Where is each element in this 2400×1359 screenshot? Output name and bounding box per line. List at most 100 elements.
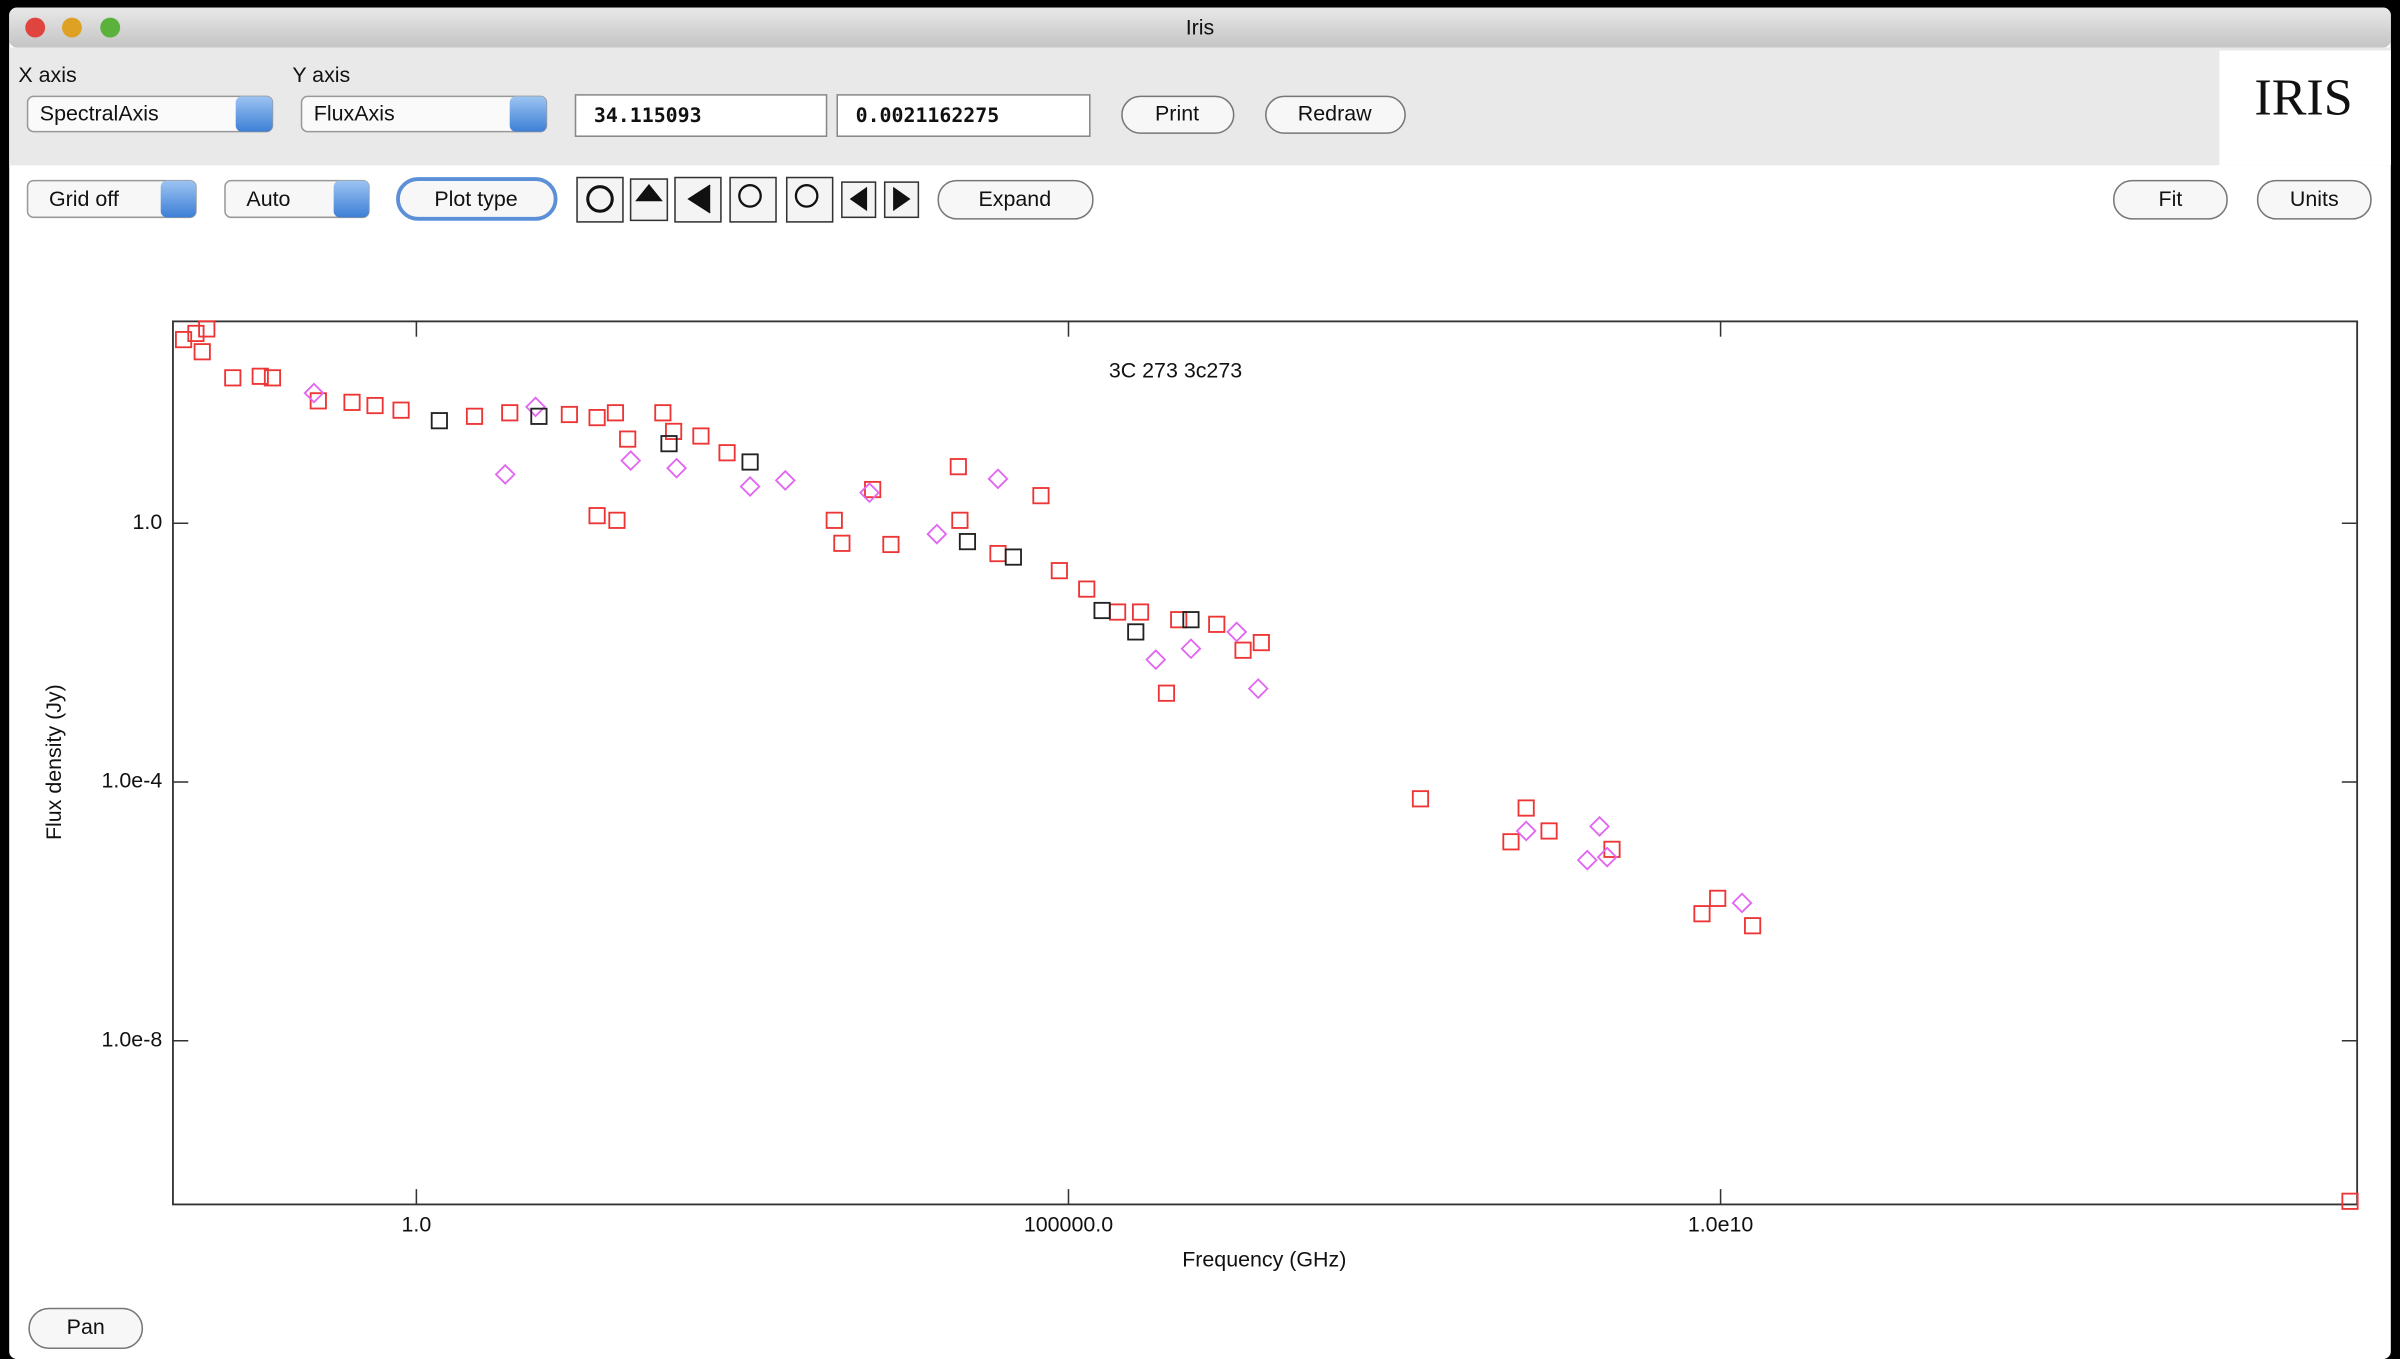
data-point — [193, 343, 211, 361]
data-point — [174, 331, 193, 349]
data-point — [1182, 611, 1200, 629]
y-tick-label: 1.0e-4 — [102, 769, 163, 793]
data-point — [926, 523, 948, 545]
x-coord-value: 34.115093 — [594, 104, 702, 127]
data-point — [1596, 846, 1618, 868]
zoom-button[interactable] — [100, 17, 121, 38]
data-point — [588, 507, 606, 525]
plot-type-button[interactable] — [396, 177, 558, 221]
logo: IRIS — [2254, 69, 2352, 126]
x-tick-label: 1.0 — [401, 1213, 431, 1237]
data-point — [1180, 638, 1202, 660]
data-point — [1540, 822, 1558, 840]
data-point — [530, 407, 548, 425]
reset-glyph — [586, 185, 614, 213]
data-point — [430, 412, 448, 430]
data-point — [692, 427, 710, 445]
data-point — [1145, 649, 1167, 671]
data-point — [303, 382, 325, 404]
data-point — [1576, 849, 1598, 871]
data-point — [1517, 799, 1535, 817]
data-point — [251, 367, 269, 385]
icon-glyphs — [635, 183, 911, 214]
data-point — [501, 404, 519, 422]
y-coord-field[interactable] — [836, 94, 1091, 137]
print-button[interactable] — [1121, 95, 1235, 134]
data-point — [1411, 790, 1430, 808]
data-point — [309, 392, 327, 410]
logo-box — [2219, 50, 2391, 166]
plot: 1.0 100000.0 1.0e10 1.0 1.0e-4 1.0e-8 — [102, 320, 2359, 1237]
data-point — [1078, 580, 1096, 598]
dropdown-box — [224, 179, 370, 219]
minimize-button[interactable] — [61, 17, 82, 38]
fit-button[interactable] — [2113, 179, 2228, 220]
data-point — [741, 453, 759, 471]
data-point — [606, 404, 625, 422]
data-point — [1731, 892, 1753, 914]
data-point — [560, 405, 578, 424]
pan-button[interactable] — [28, 1307, 144, 1350]
data-point — [1004, 548, 1022, 566]
redraw-button[interactable] — [1265, 95, 1406, 134]
data-point — [949, 458, 967, 476]
dropdown-arrow — [160, 180, 196, 218]
y-tick-label: 1.0e-8 — [102, 1027, 163, 1051]
dropdown-arrow — [509, 96, 547, 132]
plot-type-label: Plot type — [434, 187, 517, 211]
zoom-out-icon[interactable] — [729, 176, 777, 223]
data-point — [620, 450, 642, 472]
title-bar — [9, 7, 2391, 48]
scale-dropdown[interactable]: Auto — [224, 179, 370, 219]
y-axis-dropdown[interactable]: FluxAxis — [300, 95, 548, 133]
x-tick-label: 1.0e10 — [1688, 1213, 1754, 1237]
data-point — [494, 463, 516, 485]
x-coord-field[interactable] — [574, 94, 828, 137]
data-point — [1127, 623, 1145, 641]
expand-label: Expand — [978, 187, 1051, 211]
data-point — [1709, 889, 1727, 907]
zoom-glyph — [738, 184, 762, 208]
y-axis-label: Y axis — [292, 63, 350, 87]
reset-icon[interactable] — [576, 176, 624, 223]
data-point — [825, 511, 843, 529]
data-point — [987, 468, 1009, 490]
zoom-in-icon[interactable] — [785, 176, 834, 223]
data-point — [774, 469, 796, 491]
x-axis-dropdown[interactable]: SpectralAxis — [26, 95, 274, 133]
y-coord-value: 0.0021162275 — [856, 104, 1000, 127]
data-point — [660, 435, 678, 453]
data-point — [718, 444, 736, 462]
chart-title: 3C 273 3c273 — [1109, 359, 1242, 383]
y-axis-title: Flux density (Jy) — [42, 684, 66, 840]
grid-dropdown[interactable]: Grid off — [26, 179, 197, 219]
units-button[interactable] — [2256, 179, 2372, 220]
data-point — [1252, 634, 1270, 652]
data-point — [392, 401, 410, 419]
dropdown-arrow — [333, 180, 369, 218]
expand-button[interactable] — [937, 179, 1094, 220]
data-point — [619, 430, 637, 448]
x-axis-title: Frequency (GHz) — [1182, 1248, 1346, 1272]
data-point — [1693, 905, 1711, 923]
data-point — [1502, 833, 1520, 851]
close-button[interactable] — [25, 17, 46, 38]
data-point — [1603, 840, 1621, 858]
data-point — [187, 324, 205, 342]
data-point — [1515, 820, 1537, 842]
data-point — [666, 457, 688, 479]
data-point — [198, 320, 216, 338]
data-point — [1093, 601, 1111, 620]
dropdown-arrow — [235, 96, 273, 132]
window-title: Iris — [1186, 16, 1215, 40]
data-point — [263, 369, 282, 387]
data-point — [1744, 917, 1762, 935]
data-point — [1234, 641, 1252, 659]
pan-label: Pan — [67, 1315, 105, 1339]
dropdown-value: Grid off — [49, 187, 119, 211]
data-point — [1050, 562, 1068, 580]
data-point — [654, 404, 672, 422]
data-point — [608, 511, 626, 529]
data-point — [859, 482, 880, 504]
